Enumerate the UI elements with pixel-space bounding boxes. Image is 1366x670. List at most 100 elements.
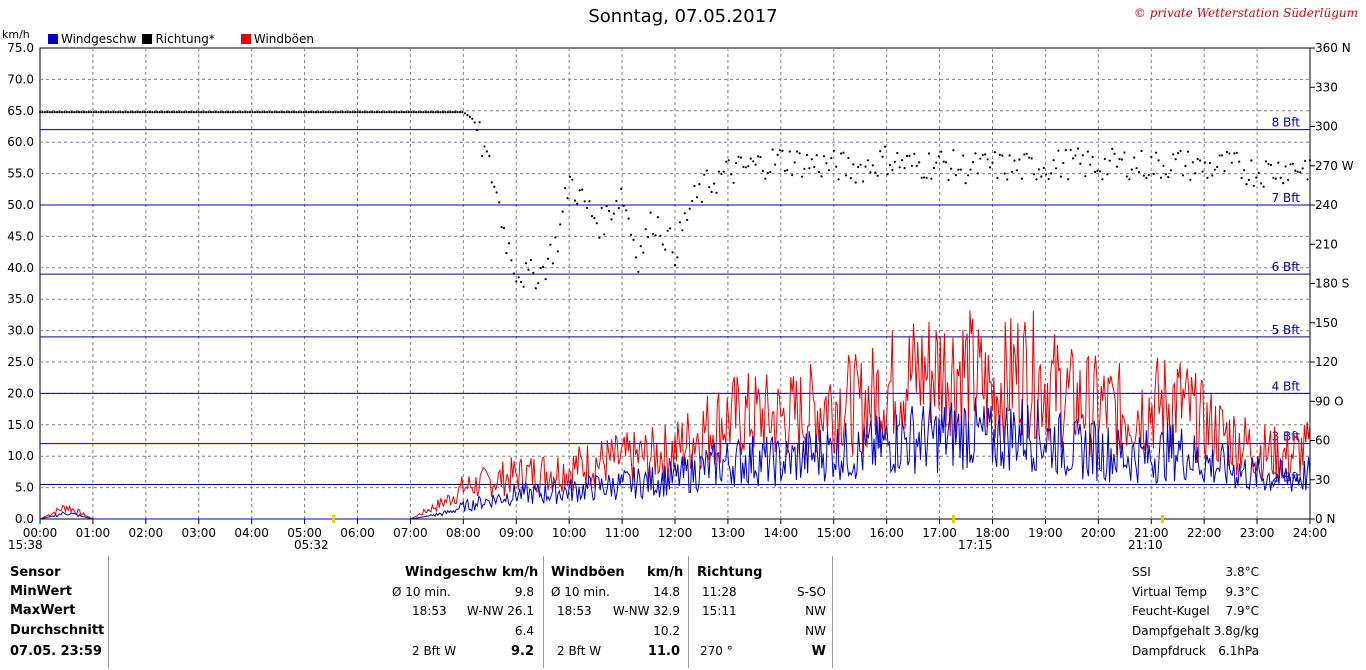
gusts-min-label: Ø 10 min. (551, 585, 610, 599)
direction-point (327, 111, 330, 114)
direction-point (256, 111, 259, 114)
direction-point (1194, 172, 1197, 175)
direction-point (612, 212, 616, 215)
direction-point (1028, 156, 1031, 159)
direction-point (615, 199, 618, 203)
chart-title: Sonntag, 07.05.2017 (588, 6, 778, 27)
direction-point (781, 149, 784, 152)
direction-point (41, 111, 44, 114)
direction-point (192, 111, 195, 114)
direction-point (649, 211, 652, 214)
x-tick-label: 06:00 (340, 526, 375, 540)
direction-point (703, 173, 706, 176)
direction-point (1257, 171, 1260, 174)
direction-point (576, 202, 579, 205)
direction-point (38, 111, 42, 114)
speed-unit: km/h (502, 565, 539, 580)
direction-point (432, 111, 435, 114)
direction-point (730, 173, 733, 176)
direction-point (910, 164, 914, 167)
direction-point (1145, 176, 1148, 180)
direction-point (183, 111, 186, 114)
direction-point (119, 111, 122, 114)
direction-point (180, 111, 183, 114)
direction-point (913, 152, 916, 155)
direction-point (1140, 149, 1143, 153)
direction-point (439, 111, 442, 114)
direction-point (334, 111, 337, 114)
direction-point (600, 206, 603, 209)
bft-label: 4 Bft (1272, 379, 1301, 393)
direction-point (1155, 151, 1158, 154)
direction-point (700, 200, 704, 203)
direction-point (898, 166, 901, 169)
direction-point (996, 176, 999, 180)
direction-point (476, 128, 479, 132)
direction-point (832, 149, 835, 152)
direction-point (312, 111, 315, 114)
direction-point (344, 111, 347, 114)
extra-label-ssi: SSI (1132, 565, 1151, 579)
direction-point (302, 111, 305, 114)
direction-point (124, 111, 127, 114)
direction-point (1233, 152, 1236, 155)
direction-point (444, 111, 447, 114)
direction-point (1135, 167, 1138, 170)
legend-speed-swatch (48, 34, 58, 44)
direction-point (522, 285, 525, 288)
direction-point (1286, 178, 1290, 181)
direction-point (639, 245, 642, 248)
sun-marker (952, 515, 955, 523)
y-right-tick-label: 180 S (1315, 277, 1349, 291)
direction-point (253, 111, 256, 114)
x-tick-label: 10:00 (552, 526, 587, 540)
direction-point (1228, 152, 1231, 155)
direction-point (634, 256, 638, 259)
direction-point (559, 223, 562, 226)
direction-point (510, 259, 513, 262)
direction-point (1047, 177, 1050, 181)
direction-point (546, 257, 550, 260)
direction-point (715, 191, 718, 194)
direction-point (390, 111, 393, 114)
direction-point (786, 169, 789, 172)
direction-point (1279, 176, 1282, 179)
x-tick-label: 11:00 (605, 526, 640, 540)
direction-point (805, 153, 809, 157)
direction-point (143, 111, 147, 114)
direction-point (1054, 167, 1058, 170)
y-right-tick-label: 0 N (1315, 512, 1335, 526)
direction-point (1208, 161, 1211, 165)
direction-point (725, 160, 728, 163)
y-left-tick-label: 75.0 (7, 41, 34, 55)
direction-point (1050, 172, 1053, 175)
direction-point (481, 154, 484, 158)
direction-point (493, 185, 496, 188)
direction-point (573, 199, 577, 202)
direction-point (568, 175, 572, 178)
sensor-row-max: MaxWert (10, 603, 76, 618)
direction-point (51, 111, 54, 114)
y-left-tick-label: 70.0 (7, 72, 34, 86)
direction-point (937, 155, 940, 158)
direction-point (627, 217, 630, 220)
direction-point (92, 111, 95, 114)
extra-label-virtual-temp: Virtual Temp (1132, 585, 1208, 599)
direction-point (905, 154, 909, 158)
direction-point (529, 258, 533, 262)
direction-point (818, 170, 821, 174)
wind-chart: 0.0 5.0 10.0 15.0 20.0 25.0 30.0 35.0 40.0 45.0 50… (2, 28, 1354, 552)
direction-point (307, 111, 310, 114)
direction-point (1206, 176, 1209, 179)
direction-point (1213, 168, 1216, 171)
direction-point (1162, 164, 1165, 167)
direction-point (366, 111, 369, 114)
direction-point (1042, 166, 1045, 170)
direction-point (1081, 154, 1084, 157)
legend-direction-swatch (142, 34, 153, 44)
direction-point (234, 111, 237, 114)
direction-header: Richtung (697, 565, 763, 580)
direction-point (356, 111, 359, 114)
direction-point (368, 111, 371, 114)
direction-point (1003, 172, 1006, 175)
